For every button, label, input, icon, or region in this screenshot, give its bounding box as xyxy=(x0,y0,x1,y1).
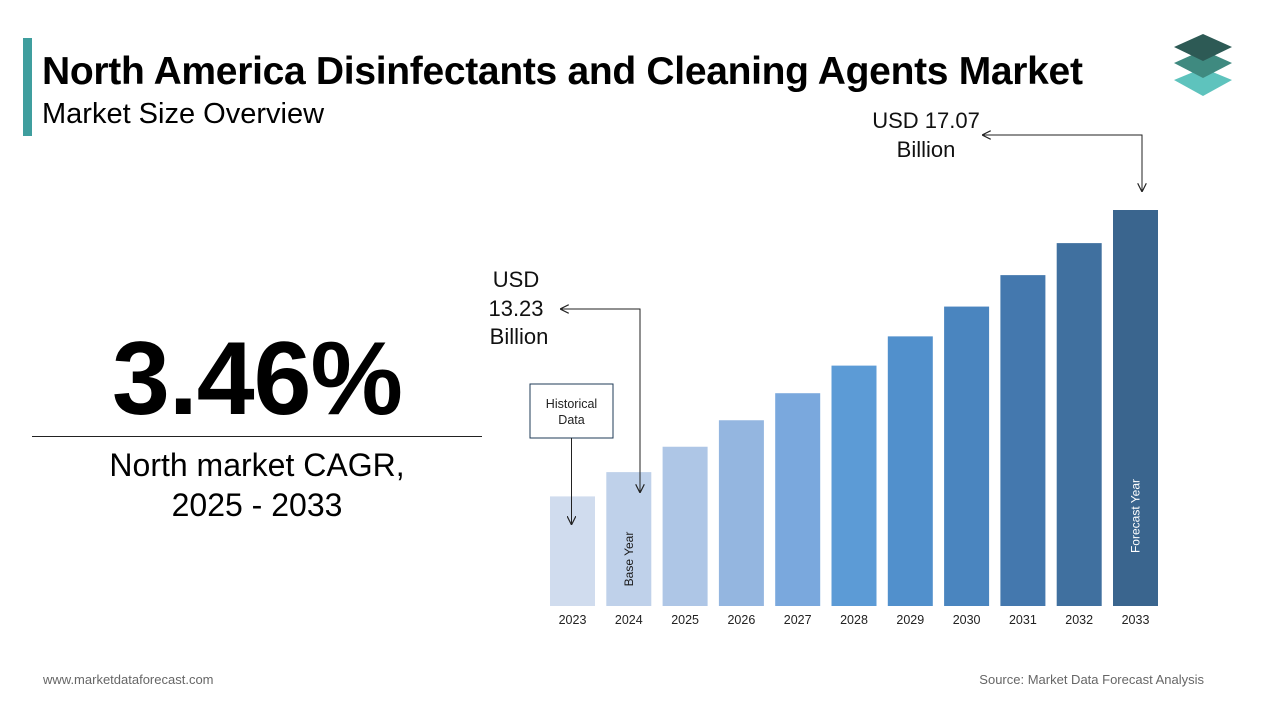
forecast-value-line1: USD 17.07 xyxy=(872,108,980,133)
forecast-year-label: Forecast Year xyxy=(1129,479,1143,553)
base-year-arrow-icon xyxy=(561,309,640,492)
historical-label-line2: Data xyxy=(558,413,584,427)
bar-2025 xyxy=(662,446,708,606)
bar-2030 xyxy=(944,306,990,606)
bar-2028 xyxy=(831,365,877,606)
base-value-line2: 13.23 xyxy=(488,296,543,321)
historical-data-box xyxy=(529,383,614,439)
forecast-value-line2: Billion xyxy=(897,137,956,162)
x-tick-2026: 2026 xyxy=(727,613,755,627)
layered-diamond-logo xyxy=(1174,34,1232,96)
bar-2026 xyxy=(718,420,764,606)
forecast-arrow-icon xyxy=(983,135,1142,191)
bars-group xyxy=(550,210,1158,607)
historical-label-line1: Historical xyxy=(546,397,597,411)
x-tick-2029: 2029 xyxy=(896,613,924,627)
x-tick-2027: 2027 xyxy=(784,613,812,627)
page-title: North America Disinfectants and Cleaning… xyxy=(42,50,1083,93)
cagr-label-line1: North market CAGR, xyxy=(109,447,405,483)
bar-2031 xyxy=(1000,275,1046,606)
x-tick-2030: 2030 xyxy=(953,613,981,627)
bar-2029 xyxy=(887,336,933,606)
x-tick-2023: 2023 xyxy=(559,613,587,627)
base-year-label: Base Year xyxy=(622,532,636,587)
source-note: Source: Market Data Forecast Analysis xyxy=(979,672,1204,687)
x-tick-2024: 2024 xyxy=(615,613,643,627)
x-tick-2031: 2031 xyxy=(1009,613,1037,627)
bar-2032 xyxy=(1056,243,1102,607)
page-subtitle: Market Size Overview xyxy=(42,98,325,130)
cagr-label-line2: 2025 - 2033 xyxy=(171,487,343,523)
x-tick-2028: 2028 xyxy=(840,613,868,627)
bar-2027 xyxy=(775,393,821,606)
base-value-line1: USD xyxy=(493,267,539,292)
x-tick-2033: 2033 xyxy=(1122,613,1150,627)
website-url: www.marketdataforecast.com xyxy=(43,672,214,687)
bar-2033 xyxy=(1113,210,1158,606)
title-accent-bar xyxy=(23,38,32,136)
x-tick-2032: 2032 xyxy=(1065,613,1093,627)
bar-inner-labels: Base Year Forecast Year xyxy=(622,479,1143,586)
bar-2024 xyxy=(606,472,652,606)
x-tick-labels: 2023 2024 2025 2026 2027 2028 2029 2030 2031 2032… xyxy=(559,613,1150,627)
bar-2023 xyxy=(550,496,595,606)
cagr-label: North market CAGR, 2025 - 2033 xyxy=(32,445,482,525)
cagr-value: 3.46% xyxy=(112,321,403,437)
x-tick-2025: 2025 xyxy=(671,613,699,627)
cagr-divider xyxy=(32,436,482,437)
base-value-line3: Billion xyxy=(490,324,549,349)
